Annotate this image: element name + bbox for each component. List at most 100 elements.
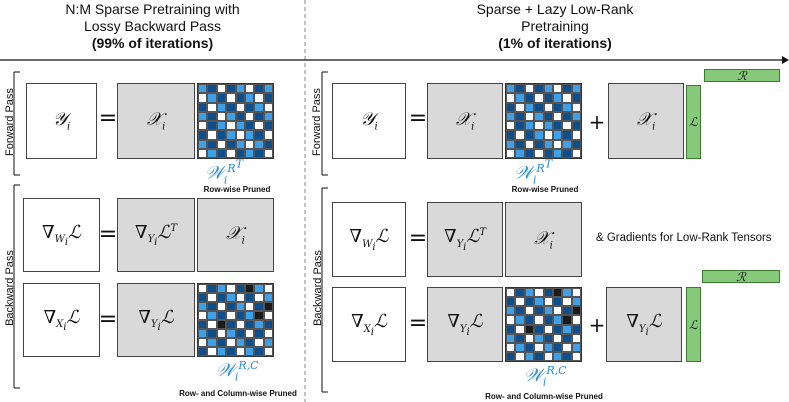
matrix-cell (254, 130, 264, 140)
right-forward-x-symbol-2: 𝒳i (636, 109, 656, 133)
matrix-cell (524, 342, 535, 352)
matrix-cell (571, 121, 581, 131)
matrix-cell (235, 121, 245, 131)
matrix-cell (571, 306, 581, 316)
right-backward-grady-symbol-2: ∇Yiℒ (626, 311, 662, 338)
matrix-cell (263, 130, 273, 140)
matrix-cell (534, 93, 544, 103)
matrix-cell (244, 320, 255, 329)
matrix-cell (216, 293, 227, 302)
right-forward-x-box-2: 𝒳i (608, 83, 684, 159)
matrix-cell (244, 148, 255, 158)
matrix-cell (534, 84, 544, 94)
matrix-cell (543, 93, 553, 103)
matrix-cell (562, 130, 572, 140)
matrix-cell (552, 139, 563, 149)
matrix-cell (226, 320, 236, 329)
matrix-cell (263, 347, 273, 356)
matrix-cell (524, 288, 535, 298)
matrix-cell (552, 93, 563, 103)
left-forward-y-symbol: 𝒴i (52, 109, 71, 133)
matrix-cell (562, 288, 572, 298)
matrix-cell (216, 148, 227, 158)
left-backward-x-symbol: 𝒳i (226, 223, 245, 247)
matrix-cell (207, 302, 217, 311)
matrix-cell (226, 121, 236, 131)
matrix-cell (524, 333, 535, 343)
matrix-cell (244, 311, 255, 320)
matrix-cell (552, 84, 563, 94)
matrix-cell (263, 311, 273, 320)
left-forward-x-symbol: 𝒳i (146, 109, 166, 133)
matrix-cell (562, 315, 572, 325)
matrix-cell (226, 338, 236, 347)
matrix-cell (543, 306, 553, 316)
matrix-cell (254, 111, 264, 121)
left-backward-gradx-box: ∇Xiℒ (23, 283, 100, 357)
right-forward-w-label: 𝒲iRT (514, 157, 553, 187)
right-backward-label: Backward Pass (312, 250, 324, 326)
matrix-cell (534, 297, 544, 307)
matrix-cell (524, 306, 535, 316)
matrix-cell (263, 148, 273, 158)
matrix-cell (207, 111, 217, 121)
left-backward-label: Backward Pass (4, 250, 16, 326)
matrix-cell (235, 139, 245, 149)
left-forward-w-label: 𝒲iRT (205, 157, 244, 187)
matrix-cell (216, 102, 227, 112)
matrix-cell (506, 148, 516, 158)
matrix-cell (244, 130, 255, 140)
matrix-cell (524, 102, 535, 112)
matrix-cell (534, 102, 544, 112)
matrix-cell (216, 84, 227, 94)
matrix-cell (226, 302, 236, 311)
matrix-cell (571, 342, 581, 352)
matrix-cell (506, 139, 516, 149)
matrix-cell (571, 324, 581, 334)
matrix-cell (562, 93, 572, 103)
matrix-cell (562, 148, 572, 158)
matrix-cell (244, 347, 255, 356)
matrix-cell (506, 84, 516, 94)
matrix-cell (534, 324, 544, 334)
matrix-cell (543, 148, 553, 158)
matrix-cell (198, 148, 208, 158)
matrix-cell (524, 121, 535, 131)
right-backward-w-label: 𝒲iR,C (524, 364, 567, 389)
matrix-cell (543, 139, 553, 149)
matrix-cell (207, 293, 217, 302)
left-header-line2: Lossy Backward Pass (84, 18, 221, 34)
right-forward-y-symbol: 𝒴i (360, 109, 378, 133)
matrix-cell (515, 288, 525, 298)
left-forward-y-box: 𝒴i (26, 83, 97, 159)
left-backward-grady-symbol: ∇Yiℒ (138, 306, 174, 334)
matrix-cell (552, 342, 563, 352)
left-forward-x-box: 𝒳i (117, 83, 195, 159)
matrix-cell (562, 102, 572, 112)
matrix-cell (254, 311, 264, 320)
matrix-cell (226, 329, 236, 338)
matrix-cell (207, 320, 217, 329)
left-backward-sparse-weight-matrix (197, 283, 274, 357)
matrix-cell (524, 315, 535, 325)
matrix-cell (552, 297, 563, 307)
matrix-cell (571, 84, 581, 94)
matrix-cell (515, 333, 525, 343)
right-forward-equals: = (408, 106, 428, 131)
matrix-cell (552, 148, 563, 158)
matrix-cell (562, 351, 572, 361)
matrix-cell (543, 121, 553, 131)
matrix-cell (244, 302, 255, 311)
right-backward-gradx-box: ∇Xiℒ (332, 287, 406, 362)
matrix-cell (263, 121, 273, 131)
matrix-cell (506, 315, 516, 325)
matrix-cell (571, 351, 581, 361)
matrix-cell (552, 306, 563, 316)
matrix-cell (226, 139, 236, 149)
right-forward-x-box: 𝒳i (427, 83, 503, 159)
left-backward-x-box: 𝒳i (197, 198, 274, 272)
right-backward-gradx-symbol: ∇Xiℒ (351, 311, 387, 338)
matrix-cell (216, 320, 227, 329)
